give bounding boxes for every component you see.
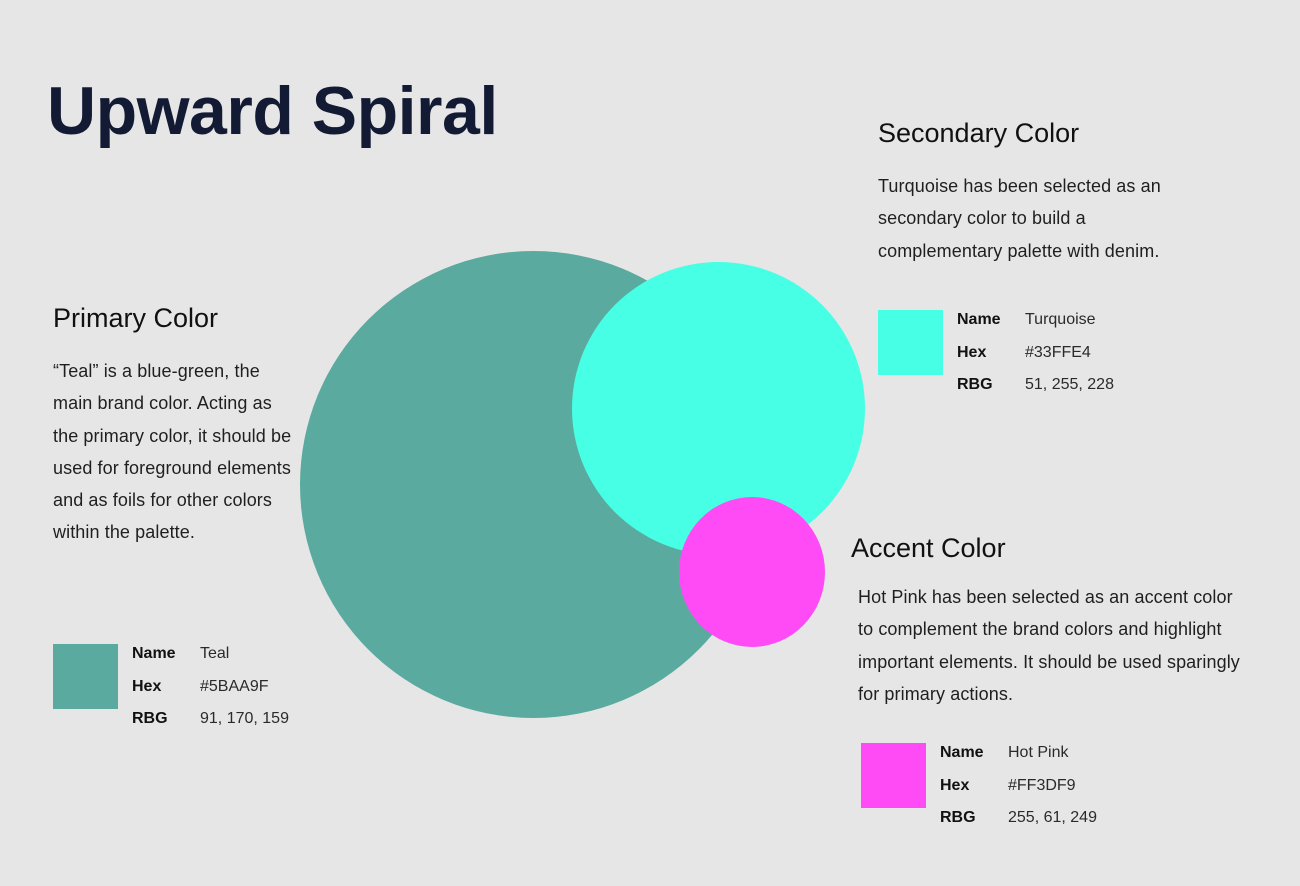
spec-label-rgb: RBG <box>132 709 168 727</box>
primary-color-swatch <box>53 644 118 709</box>
primary-color-details: Name Teal Hex #5BAA9F RBG 91, 170, 159 <box>132 638 289 735</box>
spec-value-name: Hot Pink <box>1008 744 1069 762</box>
secondary-color-details: Name Turquoise Hex #33FFE4 RBG 51, 255, … <box>957 304 1114 401</box>
spec-value-rgb: 255, 61, 249 <box>1008 808 1097 826</box>
secondary-color-section: Secondary Color Turquoise has been selec… <box>878 116 1208 267</box>
primary-color-section: Primary Color “Teal” is a blue-green, th… <box>53 301 293 549</box>
spec-row-name: Name Teal <box>132 638 289 670</box>
spec-row-rgb: RBG 255, 61, 249 <box>940 802 1097 834</box>
spec-label-name: Name <box>132 645 176 663</box>
secondary-color-heading: Secondary Color <box>878 118 1080 148</box>
spec-value-rgb: 91, 170, 159 <box>200 709 289 727</box>
spec-label-hex: Hex <box>940 776 970 794</box>
primary-color-description: “Teal” is a blue-green, the main brand c… <box>53 361 292 543</box>
spec-value-hex: #33FFE4 <box>1025 343 1091 361</box>
spec-label-name: Name <box>957 311 1001 329</box>
spec-row-rgb: RBG 91, 170, 159 <box>132 703 289 735</box>
spec-label-rgb: RBG <box>940 808 976 826</box>
accent-color-swatch <box>861 743 926 808</box>
secondary-color-description: Turquoise has been selected as an second… <box>878 176 1161 261</box>
spec-row-hex: Hex #FF3DF9 <box>940 769 1097 801</box>
spec-value-hex: #5BAA9F <box>200 677 269 695</box>
spec-label-rgb: RBG <box>957 375 993 393</box>
spec-label-hex: Hex <box>132 677 162 695</box>
spec-label-name: Name <box>940 744 984 762</box>
spec-row-rgb: RBG 51, 255, 228 <box>957 369 1114 401</box>
spec-row-hex: Hex #33FFE4 <box>957 336 1114 368</box>
spec-value-rgb: 51, 255, 228 <box>1025 375 1114 393</box>
spec-value-hex: #FF3DF9 <box>1008 776 1076 794</box>
spec-row-name: Name Turquoise <box>957 304 1114 336</box>
spec-row-name: Name Hot Pink <box>940 737 1097 769</box>
spec-row-hex: Hex #5BAA9F <box>132 670 289 702</box>
primary-color-heading: Primary Color <box>53 303 219 333</box>
accent-color-section: Accent Color Hot Pink has been selected … <box>851 531 1241 710</box>
spec-label-hex: Hex <box>957 343 987 361</box>
page-title: Upward Spiral <box>47 73 498 149</box>
accent-color-heading: Accent Color <box>851 533 1006 563</box>
accent-color-circle <box>679 497 825 647</box>
accent-color-description: Hot Pink has been selected as an accent … <box>858 587 1240 704</box>
accent-color-details: Name Hot Pink Hex #FF3DF9 RBG 255, 61, 2… <box>940 737 1097 834</box>
spec-value-name: Teal <box>200 645 230 663</box>
secondary-color-swatch <box>878 310 943 375</box>
spec-value-name: Turquoise <box>1025 311 1096 329</box>
